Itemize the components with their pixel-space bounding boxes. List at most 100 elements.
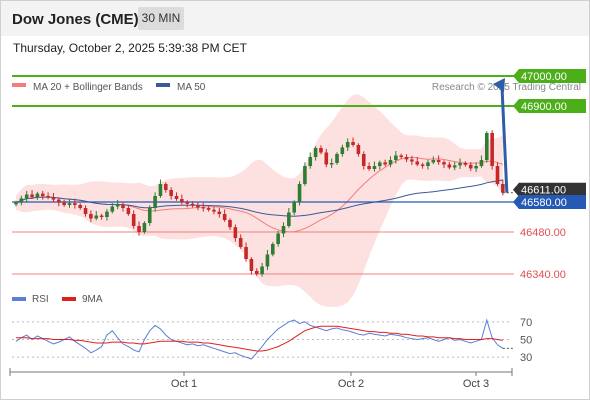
candle-body <box>367 166 371 169</box>
price-tag-label: 46580.00 <box>521 197 567 209</box>
candle-body <box>67 203 72 205</box>
candle-body <box>142 223 147 232</box>
bollinger-band <box>16 94 503 307</box>
candle-body <box>447 164 452 168</box>
rsi-legend-label: RSI <box>32 294 49 305</box>
forecast-arrowhead <box>493 78 505 92</box>
candle-body <box>431 160 436 163</box>
candle-body <box>24 194 29 199</box>
candle-body <box>19 198 24 203</box>
price-tag <box>513 99 586 113</box>
candle-body <box>501 184 505 193</box>
candle-body <box>329 163 334 165</box>
time-tick-label: Oct 3 <box>463 378 489 390</box>
candle-body <box>105 211 109 217</box>
candle-body <box>415 161 420 165</box>
rsi-legend-swatch <box>62 297 76 301</box>
candle-body <box>319 148 323 153</box>
candle-body <box>190 203 195 206</box>
candle-body <box>99 215 104 217</box>
time-tick-label: Oct 1 <box>171 378 197 390</box>
price-tag <box>513 69 586 83</box>
candle-body <box>147 208 152 223</box>
candle-body <box>372 166 377 169</box>
candle-body <box>324 152 329 165</box>
rsi-legend-label: 9MA <box>82 294 103 305</box>
candle-body <box>83 208 88 214</box>
timeframe-badge[interactable]: 30 MIN <box>138 7 184 30</box>
candle-body <box>174 196 179 199</box>
candle-body <box>458 163 462 166</box>
candle-body <box>94 215 99 219</box>
price-level-label: 46480.00 <box>520 227 566 239</box>
candle-body <box>115 204 120 207</box>
candle-body <box>137 226 141 232</box>
candle-body <box>57 199 61 203</box>
candle-body <box>308 157 313 166</box>
candle-body <box>335 154 339 163</box>
candle-body <box>452 165 457 168</box>
candle-body <box>426 162 430 166</box>
chart-header: Dow Jones (CME) 30 MIN <box>0 0 590 36</box>
legend-label: MA 50 <box>177 82 206 93</box>
candle-body <box>222 214 227 220</box>
candle-body <box>46 196 50 198</box>
candle-body <box>238 238 243 247</box>
time-tick-label: Oct 2 <box>338 378 364 390</box>
candle-body <box>40 193 45 196</box>
ma50-line <box>15 179 503 217</box>
rsi-tick-label: 70 <box>520 317 532 329</box>
candle-body <box>410 159 414 162</box>
candle-body <box>468 164 473 169</box>
price-tag-label: 46611.00 <box>521 185 566 197</box>
legend-swatch <box>156 83 170 87</box>
candle-body <box>436 160 441 163</box>
candle-body <box>351 142 355 145</box>
candle-body <box>153 196 157 208</box>
legend-label: MA 20 + Bollinger Bands <box>33 82 143 93</box>
rsi-tick-label: 50 <box>520 335 532 347</box>
candle-body <box>356 145 361 154</box>
candle-body <box>233 227 238 238</box>
candle-body <box>442 162 446 165</box>
candle-body <box>276 233 280 244</box>
candle-body <box>89 214 93 219</box>
candle-body <box>297 184 302 202</box>
candle-body <box>78 205 82 208</box>
candle-body <box>394 155 398 160</box>
candle-body <box>62 202 66 205</box>
candle-body <box>169 190 173 196</box>
candle-body <box>14 202 18 205</box>
candle-body <box>73 203 77 205</box>
candle-body <box>110 206 115 212</box>
candle-body <box>35 193 40 198</box>
rsi-legend-swatch <box>12 297 26 301</box>
candle-body <box>185 202 189 204</box>
candle-body <box>420 164 425 166</box>
price-tag <box>513 182 586 197</box>
candle-body <box>265 254 270 267</box>
instrument-title: Dow Jones (CME) <box>12 11 139 28</box>
price-tag-label: 46900.00 <box>521 101 567 113</box>
candle-body <box>303 166 307 184</box>
candle-body <box>378 162 382 166</box>
candle-body <box>164 184 168 190</box>
candle-body <box>388 160 393 165</box>
legend-swatch <box>12 83 26 87</box>
candle-body <box>51 197 56 200</box>
candle-body <box>30 194 34 198</box>
rsi-tick-label: 30 <box>520 352 532 364</box>
candle-body <box>271 244 275 255</box>
candle-body <box>340 147 345 154</box>
chart-credit: Research © 2025 Trading Central <box>432 82 581 93</box>
forecast-arrow <box>500 86 509 193</box>
candle-body <box>206 208 211 210</box>
candles <box>14 130 505 277</box>
candle-body <box>201 207 206 209</box>
candle-body <box>361 154 366 166</box>
candle-body <box>228 220 232 228</box>
candle-body <box>313 148 318 157</box>
candle-body <box>287 212 291 226</box>
candle-body <box>244 247 248 259</box>
